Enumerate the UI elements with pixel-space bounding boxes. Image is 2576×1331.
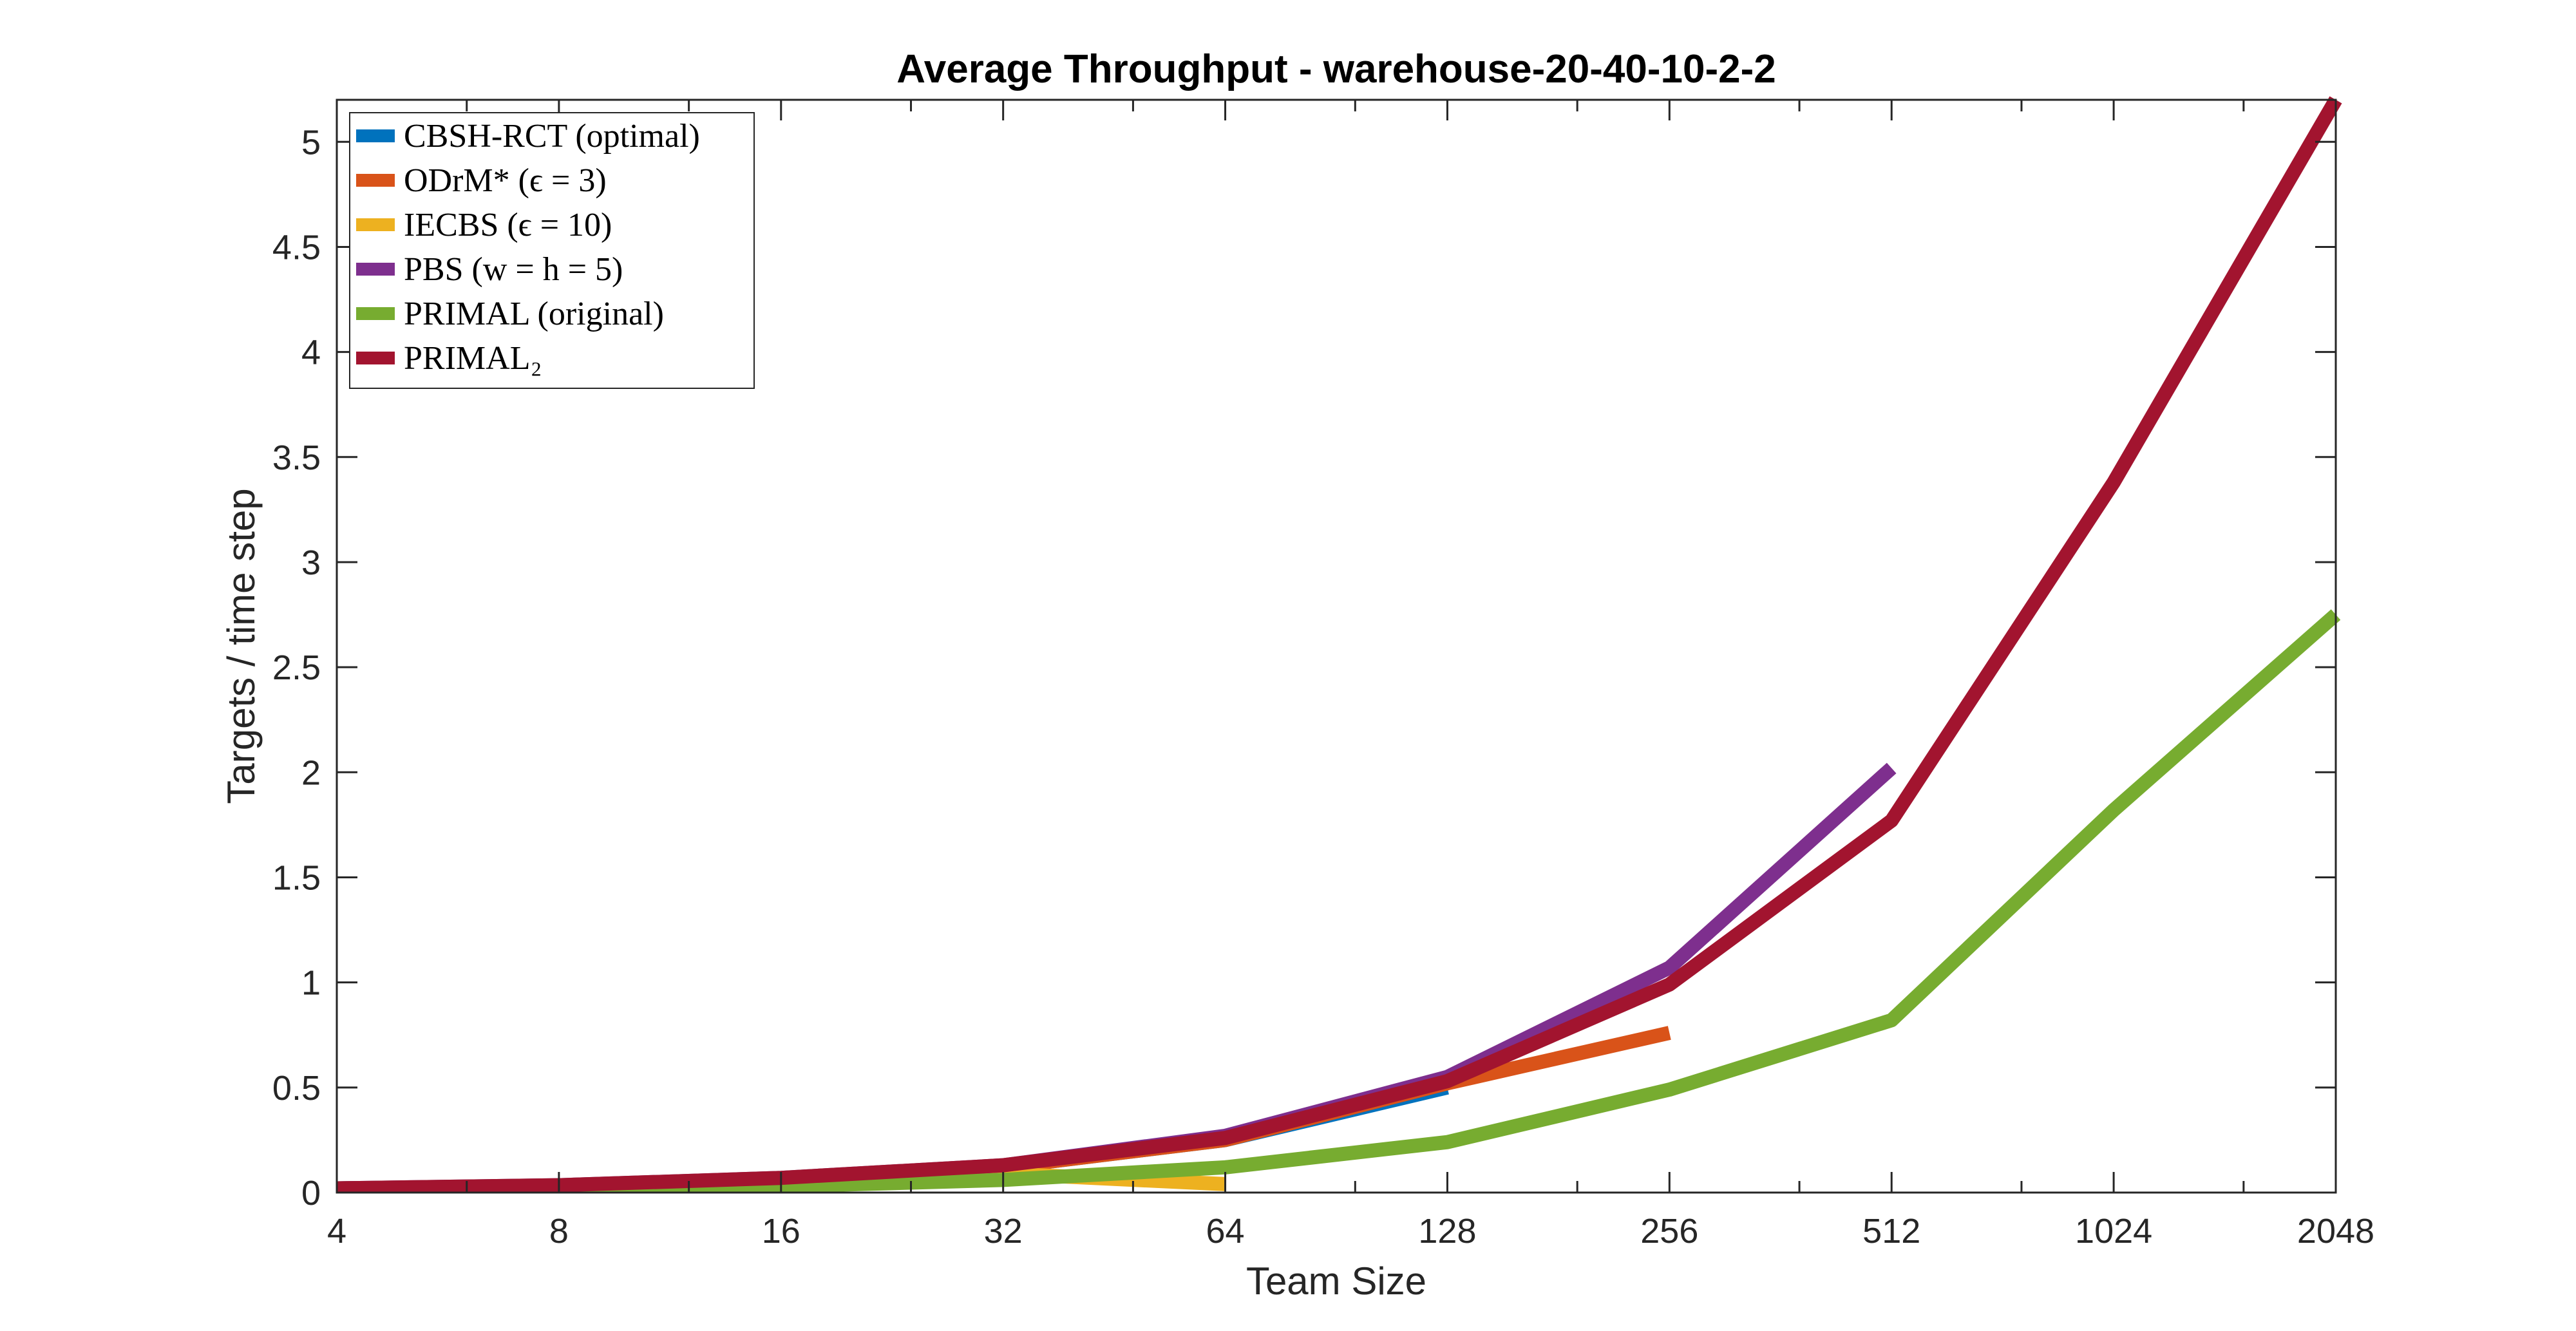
x-tick-label: 512 bbox=[1862, 1212, 1920, 1251]
x-tick-label: 32 bbox=[984, 1212, 1023, 1251]
x-tick-label: 8 bbox=[549, 1212, 569, 1251]
y-axis-title: Targets / time step bbox=[220, 488, 263, 804]
x-tick-label: 4 bbox=[327, 1212, 346, 1251]
y-tick-label: 3 bbox=[301, 543, 321, 582]
legend-label: PBS (w = h = 5) bbox=[404, 251, 623, 288]
x-tick-label: 128 bbox=[1418, 1212, 1476, 1251]
x-tick-label: 16 bbox=[762, 1212, 800, 1251]
legend-label: CBSH-RCT (optimal) bbox=[404, 118, 700, 155]
y-tick-label: 4.5 bbox=[272, 228, 321, 267]
y-tick-label: 2 bbox=[301, 753, 321, 792]
legend-label: PRIMAL (original) bbox=[404, 296, 664, 332]
legend-swatch bbox=[356, 129, 395, 142]
y-tick-label: 4 bbox=[301, 334, 321, 372]
legend-swatch bbox=[356, 263, 395, 276]
x-tick-label: 256 bbox=[1640, 1212, 1698, 1251]
x-tick-label: 2048 bbox=[2297, 1212, 2374, 1251]
plot-frame bbox=[336, 99, 2337, 1194]
y-tick-label: 5 bbox=[301, 123, 321, 162]
series-line-6 bbox=[337, 96, 2342, 1193]
legend: CBSH-RCT (optimal) ODrM* (ϵ = 3) IECBS (ϵ … bbox=[349, 112, 755, 389]
legend-swatch bbox=[356, 174, 395, 187]
x-axis-title: Team Size bbox=[1246, 1260, 1426, 1303]
legend-swatch bbox=[356, 218, 395, 231]
y-tick-label: 1 bbox=[301, 964, 321, 1003]
y-tick-label: 0 bbox=[301, 1174, 321, 1213]
legend-label: ODrM* (ϵ = 3) bbox=[404, 162, 607, 199]
legend-label: PRIMAL₂ bbox=[404, 340, 542, 377]
legend-label: IECBS (ϵ = 10) bbox=[404, 207, 612, 243]
y-tick-label: 2.5 bbox=[272, 648, 321, 687]
legend-swatch bbox=[356, 307, 395, 320]
x-tick-label: 1024 bbox=[2075, 1212, 2152, 1251]
legend-swatch bbox=[356, 352, 395, 364]
ticks-layer: 4 8 16 32 64 128 256 512 1024 2048 0 0.5 1 1.5 2 2.5 3 3.… bbox=[272, 100, 2374, 1251]
y-tick-label: 1.5 bbox=[272, 858, 321, 897]
y-tick-label: 0.5 bbox=[272, 1069, 321, 1108]
x-tick-label: 64 bbox=[1206, 1212, 1245, 1251]
chart-title: Average Throughput - warehouse-20-40-10-… bbox=[896, 47, 1776, 91]
legend-box bbox=[349, 112, 755, 389]
y-tick-label: 3.5 bbox=[272, 439, 321, 477]
